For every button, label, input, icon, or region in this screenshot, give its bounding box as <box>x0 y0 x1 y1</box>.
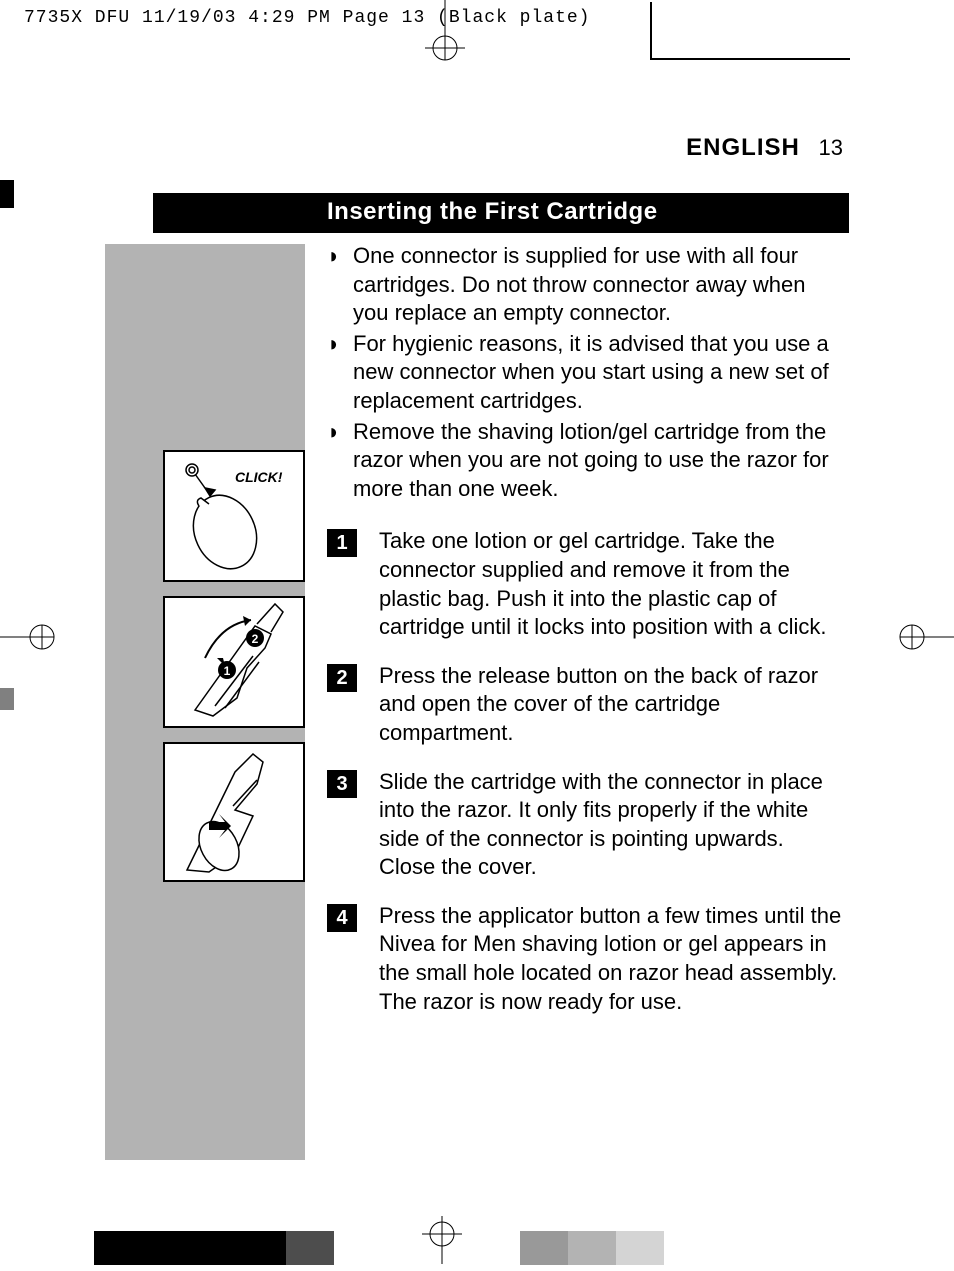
svg-text:1: 1 <box>224 664 231 678</box>
bullet-item: Remove the shaving lotion/gel cartridge … <box>327 418 843 504</box>
diagram-1: CLICK! <box>163 450 305 582</box>
step-2: 2 Press the release button on the back o… <box>327 662 843 748</box>
step-text: Press the applicator button a few times … <box>379 902 843 1016</box>
crop-mark-bottom <box>412 1216 472 1271</box>
edge-mark <box>0 688 14 710</box>
diagram-3 <box>163 742 305 882</box>
steps-list: 1 Take one lotion or gel cartridge. Take… <box>327 527 843 1016</box>
print-slug: 7735X DFU 11/19/03 4:29 PM Page 13 (Blac… <box>24 8 590 28</box>
color-bars-right <box>520 1231 664 1265</box>
color-bars-left <box>94 1231 334 1265</box>
step-text: Press the release button on the back of … <box>379 662 843 748</box>
section-title: Inserting the First Cartridge <box>153 193 849 233</box>
language-label: ENGLISH <box>686 134 800 161</box>
edge-mark <box>0 180 14 208</box>
step-number: 2 <box>327 664 357 692</box>
step-4: 4 Press the applicator button a few time… <box>327 902 843 1016</box>
bullet-item: One connector is supplied for use with a… <box>327 242 843 328</box>
svg-text:2: 2 <box>252 632 259 646</box>
step-number: 3 <box>327 770 357 798</box>
step-3: 3 Slide the cartridge with the connector… <box>327 768 843 882</box>
trim-mark <box>650 2 652 60</box>
step-number: 1 <box>327 529 357 557</box>
click-label: CLICK! <box>235 469 283 485</box>
crop-mark-right <box>898 617 954 662</box>
bullet-item: For hygienic reasons, it is advised that… <box>327 330 843 416</box>
bullet-list: One connector is supplied for use with a… <box>327 242 843 503</box>
crop-mark-top <box>425 0 465 64</box>
step-text: Take one lotion or gel cartridge. Take t… <box>379 527 843 641</box>
page-number: 13 <box>819 135 843 160</box>
crop-mark-left <box>0 617 56 662</box>
step-text: Slide the cartridge with the connector i… <box>379 768 843 882</box>
step-1: 1 Take one lotion or gel cartridge. Take… <box>327 527 843 641</box>
page-header: ENGLISH 13 <box>105 58 849 162</box>
diagram-2: 1 2 <box>163 596 305 728</box>
step-number: 4 <box>327 904 357 932</box>
